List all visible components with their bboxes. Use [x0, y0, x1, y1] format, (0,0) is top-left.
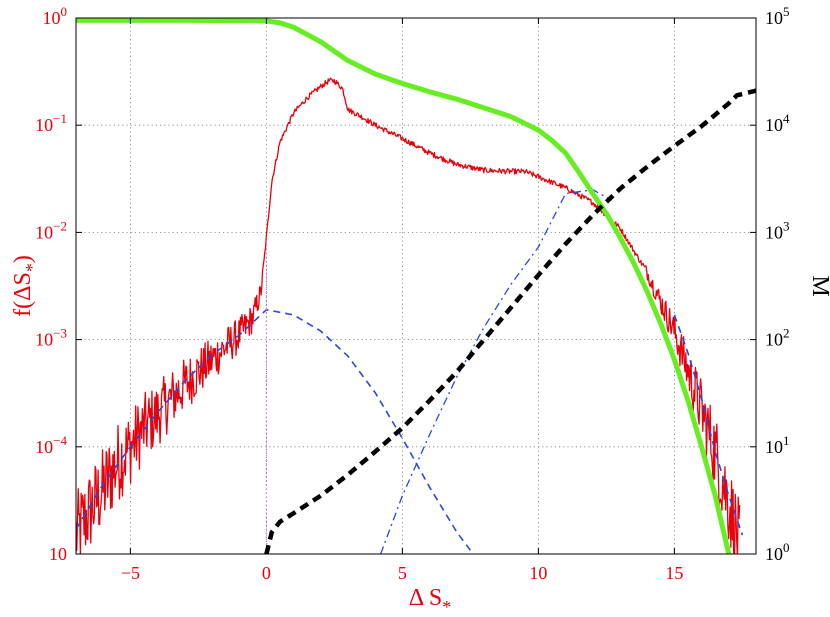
- y2-tick-label-exponent: 2: [783, 326, 790, 341]
- plot-background: [76, 18, 756, 554]
- x-axis-label-subscript: *: [442, 597, 451, 617]
- y-tick-label: 10−3: [35, 326, 67, 350]
- y2-tick-label: 101: [765, 433, 790, 457]
- series-red-line: [76, 77, 741, 554]
- series-blue-dashed-line: [673, 314, 744, 536]
- y2-axis-label: M: [807, 275, 830, 296]
- series-black-dashed-line: [264, 88, 756, 554]
- y-tick-label: 10−1: [35, 111, 67, 135]
- series-green-line: [76, 18, 732, 554]
- x-axis-label: Δ S*: [409, 585, 451, 617]
- axes: [76, 17, 756, 555]
- grid: [76, 18, 756, 554]
- x-tick-label: 0: [262, 563, 271, 583]
- y-axis-label-subscript: *: [22, 263, 42, 272]
- x-tick-label: 10: [529, 563, 547, 583]
- y-tick-label: 10−2: [35, 218, 67, 242]
- y-tick-label: 10: [49, 544, 67, 564]
- y2-tick-label: 102: [765, 326, 790, 350]
- y2-tick-label-exponent: 1: [783, 433, 790, 448]
- y-axis-label-tail: ): [10, 255, 36, 263]
- y-axis-label: f(ΔS*): [10, 255, 42, 317]
- y2-tick-label: 103: [765, 218, 790, 242]
- y-tick-label-exponent: −1: [53, 111, 67, 126]
- series-blue-dashed-line: [76, 308, 474, 554]
- y-tick-label-exponent: −3: [53, 326, 67, 341]
- y2-tick-label: 105: [765, 4, 790, 28]
- y2-tick-label: 104: [765, 111, 790, 135]
- x-tick-label: 15: [665, 563, 683, 583]
- y2-tick-label-exponent: 3: [783, 218, 790, 233]
- x-tick-label: −5: [121, 563, 140, 583]
- y-tick-label-exponent: 0: [61, 4, 68, 19]
- y2-tick-label: 100: [765, 540, 790, 564]
- y-tick-label: 10−4: [35, 433, 67, 457]
- series-blue-dashdot-line: [380, 189, 613, 554]
- y-tick-label: 100: [43, 4, 68, 28]
- y-tick-label-exponent: −4: [53, 433, 67, 448]
- series-layer: [76, 18, 756, 554]
- x-tick-label: 5: [398, 563, 407, 583]
- y2-tick-label-exponent: 4: [783, 111, 790, 126]
- plot-frame: [75, 17, 757, 555]
- y-tick-label-exponent: −2: [53, 218, 67, 233]
- y2-tick-label-exponent: 0: [783, 540, 790, 555]
- y2-tick-label-exponent: 5: [783, 4, 790, 19]
